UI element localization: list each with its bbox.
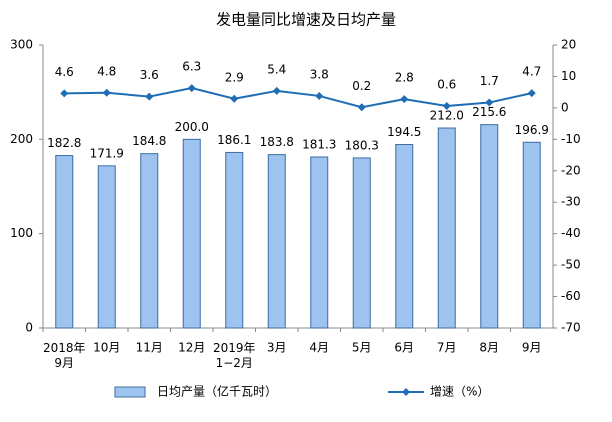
bar-value-label: 200.0: [175, 120, 209, 134]
x-tick-label: 10月: [93, 341, 120, 355]
bar-value-label: 184.8: [132, 134, 166, 148]
bar-value-label: 182.8: [47, 136, 81, 150]
line-marker: [60, 89, 69, 98]
legend-marker: [402, 388, 410, 396]
bar-value-label: 183.8: [260, 135, 294, 149]
line-value-label: 6.3: [182, 60, 201, 74]
line-value-label: 5.4: [267, 62, 286, 76]
line-value-label: 3.8: [310, 67, 329, 81]
legend-label: 日均产量（亿千瓦时）: [157, 384, 277, 399]
bar-value-label: 212.0: [430, 109, 464, 123]
y2-tick-label: 10: [561, 69, 576, 83]
line-marker: [357, 103, 366, 112]
x-tick-label: 9月: [522, 341, 542, 355]
x-tick-label: 5月: [352, 341, 372, 355]
line-marker: [315, 91, 324, 100]
bar: [140, 153, 159, 329]
line-marker: [527, 89, 536, 98]
x-tick-label: 7月: [437, 341, 457, 355]
chart-title: 发电量同比增速及日均产量: [216, 11, 396, 29]
line-marker: [230, 94, 239, 103]
y-tick-label: 0: [25, 321, 33, 335]
legend-swatch: [114, 386, 146, 398]
bar: [522, 141, 541, 329]
y2-tick-label: -50: [561, 258, 581, 272]
y-tick-label: 200: [10, 132, 33, 146]
y2-tick-label: -70: [561, 321, 581, 335]
line-value-label: 1.7: [480, 74, 499, 88]
bar-value-label: 186.1: [217, 133, 251, 147]
line-marker: [272, 86, 281, 95]
x-tick-label: 2018年 9月: [43, 341, 86, 370]
line-marker: [187, 84, 196, 93]
x-tick-label: 8月: [479, 341, 499, 355]
x-tick-label: 11月: [136, 341, 163, 355]
y2-tick-label: -30: [561, 195, 581, 209]
bar-value-label: 194.5: [387, 125, 421, 139]
line-value-label: 4.8: [97, 64, 116, 78]
line-marker: [400, 95, 409, 104]
line-value-label: 2.9: [225, 70, 244, 84]
y-tick-label: 100: [10, 226, 33, 240]
y2-tick-label: -10: [561, 132, 581, 146]
bar: [437, 127, 456, 329]
line-value-label: 2.8: [395, 71, 414, 85]
y2-tick-label: 20: [561, 38, 576, 52]
x-tick-label: 4月: [309, 341, 329, 355]
line-value-label: 0.6: [437, 78, 456, 92]
line-value-label: 3.6: [140, 68, 159, 82]
bar-value-label: 180.3: [345, 138, 379, 152]
y2-tick-label: -40: [561, 226, 581, 240]
x-tick-label: 3月: [267, 341, 287, 355]
line-value-label: 4.7: [522, 65, 541, 79]
y2-tick-label: 0: [561, 100, 569, 114]
bar: [480, 124, 499, 329]
bar-value-label: 215.6: [472, 105, 506, 119]
bar: [310, 156, 329, 329]
x-tick-label: 2019年 1−2月: [213, 341, 256, 370]
y2-tick-label: -60: [561, 289, 581, 303]
x-tick-label: 6月: [394, 341, 414, 355]
bar: [352, 157, 371, 329]
y2-tick-label: -20: [561, 163, 581, 177]
line-marker: [102, 88, 111, 97]
line-value-label: 0.2: [352, 79, 371, 93]
line-marker: [485, 98, 494, 107]
bar-value-label: 181.3: [302, 137, 336, 151]
bar: [395, 144, 414, 329]
x-tick-label: 12月: [178, 341, 205, 355]
line: [64, 87, 532, 109]
bar: [225, 151, 244, 329]
bar-value-label: 171.9: [90, 146, 124, 160]
line-marker: [442, 102, 451, 111]
bar: [267, 154, 286, 329]
bar: [182, 138, 201, 329]
legend-label: 增速（%）: [430, 385, 489, 399]
line-marker: [145, 92, 154, 101]
y-tick-label: 300: [10, 38, 33, 52]
bar-value-label: 196.9: [515, 123, 549, 137]
bar: [55, 155, 74, 329]
bar: [97, 165, 116, 329]
line-value-label: 4.6: [55, 65, 74, 79]
